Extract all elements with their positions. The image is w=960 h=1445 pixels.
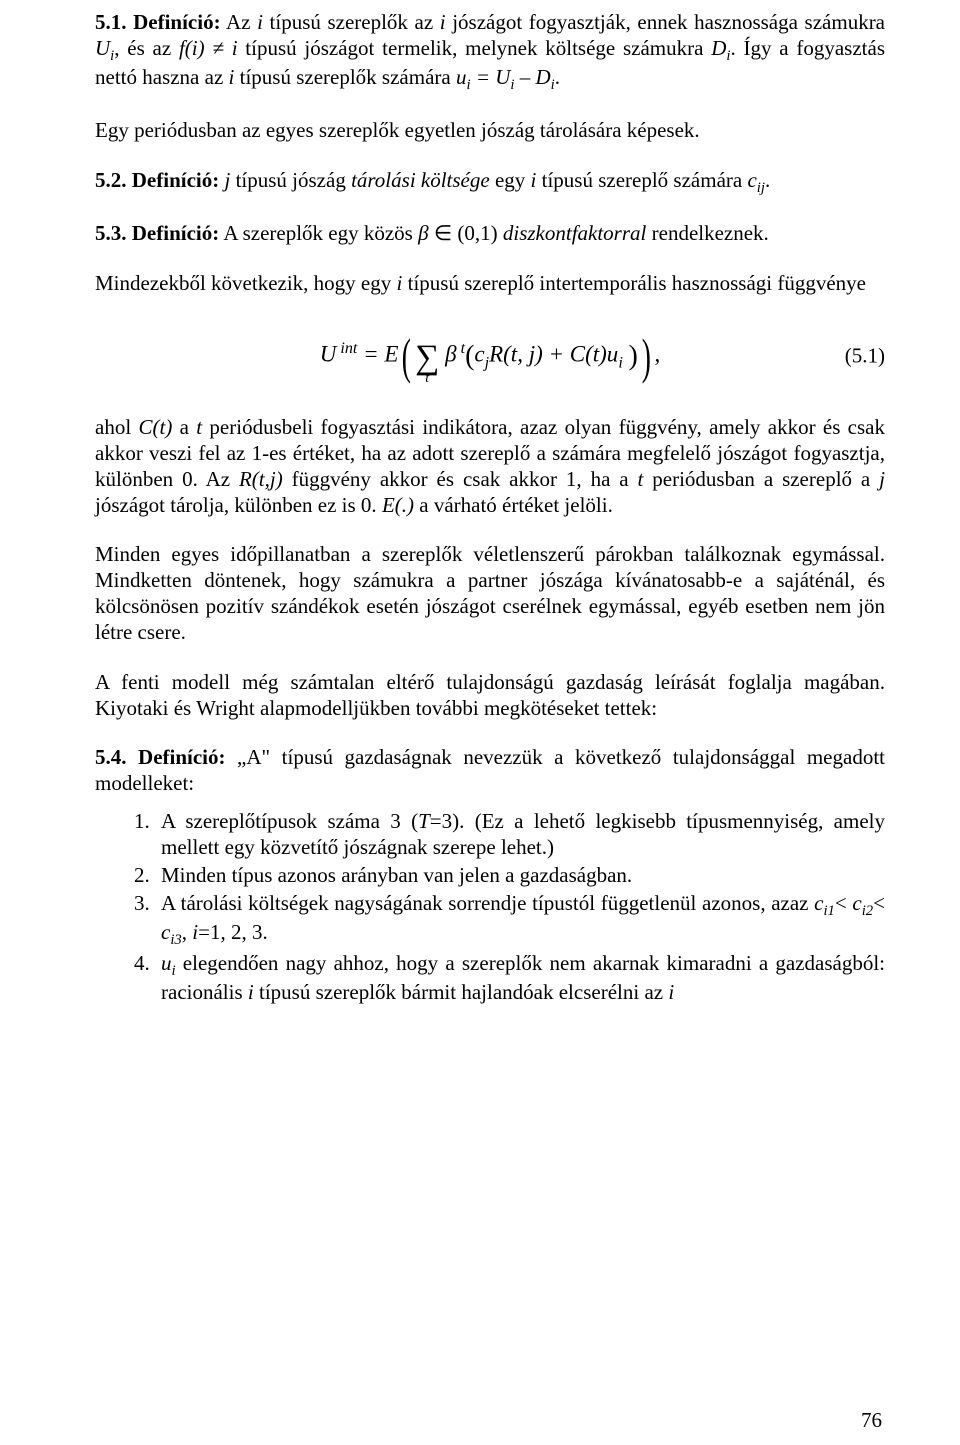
definition-list: A szereplőtípusok száma 3 (T=3). (Ez a l… bbox=[95, 809, 885, 1006]
text: , és az bbox=[114, 36, 179, 60]
text: típusú jószágot termelik, melynek költsé… bbox=[238, 36, 712, 60]
list-item: Minden típus azonos arányban van jelen a… bbox=[155, 863, 885, 889]
list-item: A szereplőtípusok száma 3 (T=3). (Ez a l… bbox=[155, 809, 885, 861]
var-beta: β bbox=[418, 221, 428, 245]
text: típusú jószág bbox=[236, 168, 352, 192]
text: a bbox=[172, 415, 196, 439]
text: típusú szereplők bármit hajlandóak elcse… bbox=[254, 980, 669, 1004]
text: A szereplőtípusok száma 3 ( bbox=[161, 809, 418, 833]
comma: , bbox=[655, 342, 661, 367]
var-u: u bbox=[161, 951, 172, 975]
var-Di: D bbox=[711, 36, 726, 60]
text: Mindezekből következik, hogy egy bbox=[95, 271, 397, 295]
eq-mid: = U bbox=[471, 65, 511, 89]
text: Az bbox=[221, 10, 258, 34]
def-5-2-label: 5.2. Definíció: bbox=[95, 168, 219, 192]
text: periódusban a szereplő a bbox=[643, 467, 879, 491]
var-c: c bbox=[161, 920, 170, 944]
page-container: 5.1. Definíció: Az i típusú szereplők az… bbox=[0, 0, 960, 1445]
equation-label: (5.1) bbox=[845, 344, 885, 369]
text: . bbox=[765, 168, 770, 192]
c: c bbox=[474, 342, 484, 367]
var-c: c bbox=[747, 168, 756, 192]
list-item: ui elegendően nagy ahhoz, hogy a szerepl… bbox=[155, 951, 885, 1006]
text: jószágot tárolja, különben ez is 0. bbox=[95, 493, 382, 517]
sub: ij bbox=[757, 180, 765, 196]
paragraph-indicator: ahol C(t) a t periódusbeli fogyasztási i… bbox=[95, 415, 885, 518]
term: diszkontfaktorral bbox=[503, 221, 647, 245]
text: típusú szereplő intertemporális hasznoss… bbox=[402, 271, 866, 295]
text: rendelkeznek. bbox=[646, 221, 768, 245]
text: =1, 2, 3. bbox=[198, 920, 268, 944]
text: . bbox=[555, 65, 560, 89]
def-5-4-label: 5.4. Definíció: bbox=[95, 745, 226, 769]
paragraph-model-intro: A fenti modell még számtalan eltérő tula… bbox=[95, 670, 885, 722]
var-Rtj: R(t,j) bbox=[239, 467, 283, 491]
text: típusú szereplők számára bbox=[234, 65, 456, 89]
paren-small-left-icon: ( bbox=[465, 340, 474, 371]
text: a várható értéket jelöli. bbox=[414, 493, 613, 517]
text: A tárolási költségek nagyságának sorrend… bbox=[161, 891, 814, 915]
sup-int: int bbox=[336, 340, 357, 357]
text: jószágot fogyasztják, ennek hasznossága … bbox=[446, 10, 885, 34]
beta: β bbox=[445, 342, 456, 367]
lt: < bbox=[873, 891, 885, 915]
sup-t: t bbox=[457, 340, 466, 357]
lt: < bbox=[835, 891, 852, 915]
equation-body: U int = E(∑t β t(cjR(t, j) + C(t)ui )), bbox=[320, 340, 661, 372]
var-j: j bbox=[219, 168, 235, 192]
definition-5-1: 5.1. Definíció: Az i típusú szereplők az… bbox=[95, 10, 885, 94]
definition-5-2: 5.2. Definíció: j típusú jószág tárolási… bbox=[95, 168, 885, 197]
sum-icon: ∑t bbox=[415, 343, 439, 369]
sum-index: t bbox=[425, 371, 429, 387]
eq-mid: – D bbox=[515, 65, 551, 89]
set: ∈ (0,1) bbox=[429, 221, 503, 245]
var-ui: u bbox=[456, 65, 467, 89]
paren-small-right-icon: ) bbox=[629, 340, 638, 371]
expr-fi: f(i) ≠ i bbox=[179, 36, 238, 60]
paragraph-utility-intro: Mindezekből következik, hogy egy i típus… bbox=[95, 271, 885, 297]
equation-5-1: U int = E(∑t β t(cjR(t, j) + C(t)ui )), … bbox=[95, 321, 885, 391]
var-j: j bbox=[879, 467, 885, 491]
paragraph-storage: Egy periódusban az egyes szereplők egyet… bbox=[95, 118, 885, 144]
definition-5-4: 5.4. Definíció: „A" típusú gazdaságnak n… bbox=[95, 745, 885, 797]
sub: i2 bbox=[862, 903, 873, 919]
sub: i1 bbox=[823, 903, 834, 919]
text: egy bbox=[490, 168, 531, 192]
term: tárolási költsége bbox=[351, 168, 490, 192]
var-Ct: C(t) bbox=[138, 415, 172, 439]
sub: i3 bbox=[170, 932, 181, 948]
text: , bbox=[182, 920, 193, 944]
var-i: i bbox=[668, 980, 674, 1004]
inner: R(t, j) + C(t)u bbox=[489, 342, 618, 367]
paragraph-random-match: Minden egyes időpillanatban a szereplők … bbox=[95, 542, 885, 645]
text: típusú szereplő számára bbox=[536, 168, 747, 192]
var-c: c bbox=[852, 891, 861, 915]
page-number: 76 bbox=[861, 1408, 882, 1433]
text: függvény akkor és csak akkor 1, ha a bbox=[283, 467, 638, 491]
text: A szereplők egy közös bbox=[219, 221, 418, 245]
text: típusú szereplők az bbox=[263, 10, 440, 34]
eq-sign: = E bbox=[357, 342, 398, 367]
def-5-3-label: 5.3. Definíció: bbox=[95, 221, 219, 245]
var-T: T bbox=[418, 809, 430, 833]
sub-i: i bbox=[618, 354, 622, 371]
list-item: A tárolási költségek nagyságának sorrend… bbox=[155, 891, 885, 950]
var-E: E(.) bbox=[382, 493, 414, 517]
definition-5-3: 5.3. Definíció: A szereplők egy közös β … bbox=[95, 221, 885, 247]
var-Ui: U bbox=[95, 36, 110, 60]
def-5-1-label: 5.1. Definíció: bbox=[95, 10, 221, 34]
U: U bbox=[320, 342, 337, 367]
text: ahol bbox=[95, 415, 138, 439]
